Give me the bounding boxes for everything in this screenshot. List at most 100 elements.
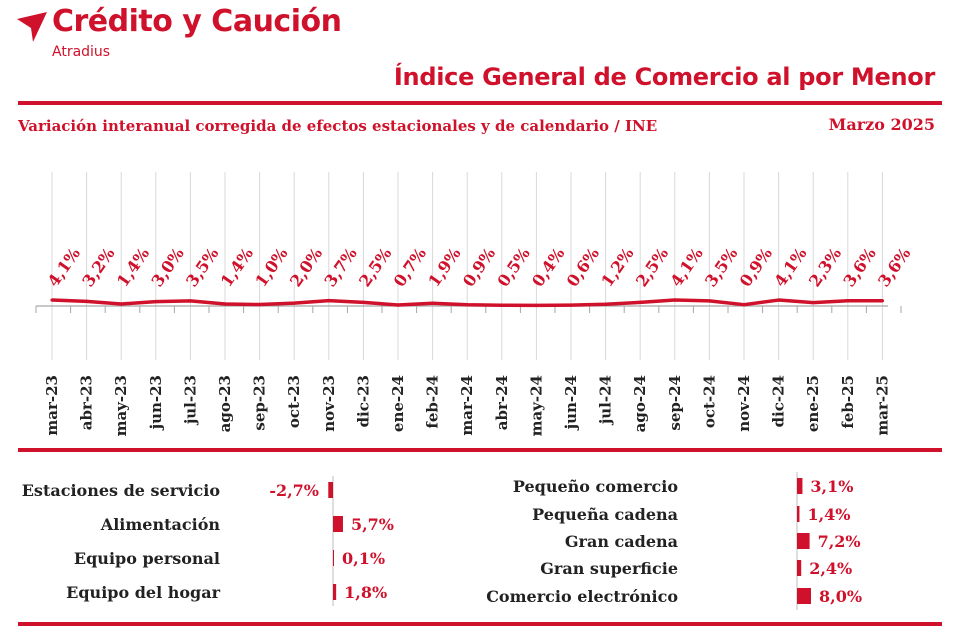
bar-category-label: Gran superficie xyxy=(540,559,678,578)
x-tick-label: sep-24 xyxy=(666,375,684,431)
data-point xyxy=(569,303,573,307)
x-tick-label: may-24 xyxy=(527,375,545,436)
bar xyxy=(797,588,811,604)
data-label: 3,0% xyxy=(148,244,188,290)
x-tick-label: feb-25 xyxy=(839,375,857,429)
bar-value-label: -2,7% xyxy=(269,481,319,500)
data-point xyxy=(777,298,781,302)
bar-category-label: Equipo personal xyxy=(74,549,220,568)
data-label: 1,2% xyxy=(597,244,637,290)
bar xyxy=(333,550,334,566)
bar-value-label: 5,7% xyxy=(351,515,394,534)
data-point xyxy=(154,300,158,304)
x-tick-label: ene-24 xyxy=(389,375,407,432)
data-point xyxy=(604,302,608,306)
x-tick-label: ago-23 xyxy=(216,375,234,432)
x-tick-label: jun-24 xyxy=(562,375,580,431)
data-label: 1,9% xyxy=(424,244,464,290)
x-tick-label: jul-23 xyxy=(181,375,199,426)
data-label: 2,0% xyxy=(286,244,326,290)
data-point xyxy=(638,300,642,304)
x-tick-label: dic-24 xyxy=(770,375,788,427)
x-tick-label: abr-24 xyxy=(493,375,511,430)
x-tick-label: abr-23 xyxy=(78,375,96,430)
data-label: 1,4% xyxy=(217,244,257,290)
data-label: 0,4% xyxy=(528,244,568,290)
x-tick-label: mar-24 xyxy=(458,375,476,436)
x-tick-label: ago-24 xyxy=(631,375,649,432)
data-point xyxy=(50,298,54,302)
middle-divider xyxy=(18,448,942,452)
bar-category-label: Estaciones de servicio xyxy=(22,481,221,500)
bar-category-label: Alimentación xyxy=(100,515,221,534)
bar-category-label: Gran cadena xyxy=(565,532,678,551)
x-tick-label: sep-23 xyxy=(251,375,269,431)
data-label: 2,5% xyxy=(355,244,395,290)
data-point xyxy=(396,303,400,307)
data-label: 0,7% xyxy=(390,244,430,290)
data-point xyxy=(361,300,365,304)
data-label: 3,6% xyxy=(840,244,880,290)
data-label: 4,1% xyxy=(667,244,707,290)
data-point xyxy=(811,301,815,305)
x-tick-label: feb-24 xyxy=(424,375,442,429)
bottom-divider xyxy=(18,622,942,626)
data-point xyxy=(85,299,89,303)
data-point xyxy=(500,303,504,307)
bar xyxy=(333,584,337,600)
x-tick-label: nov-24 xyxy=(735,375,753,432)
data-label: 3,7% xyxy=(321,244,361,290)
bar-value-label: 8,0% xyxy=(819,587,862,606)
data-label: 2,3% xyxy=(805,244,845,290)
bar-value-label: 3,1% xyxy=(810,477,853,496)
x-tick-label: oct-24 xyxy=(700,375,718,428)
brand-sub: Atradius xyxy=(52,44,111,60)
data-point xyxy=(119,302,123,306)
x-tick-label: jun-23 xyxy=(147,375,165,431)
x-tick-label: nov-23 xyxy=(320,375,338,432)
data-label: 0,9% xyxy=(459,244,499,290)
bar xyxy=(797,478,803,494)
data-label: 0,6% xyxy=(563,244,603,290)
data-point xyxy=(742,303,746,307)
x-tick-label: may-23 xyxy=(112,375,130,436)
data-label: 4,1% xyxy=(770,244,810,290)
bar-category-label: Pequeño comercio xyxy=(513,477,678,496)
x-tick-label: dic-23 xyxy=(354,375,372,427)
data-label: 4,1% xyxy=(44,244,84,290)
data-label: 3,5% xyxy=(182,244,222,290)
bar xyxy=(328,482,333,498)
data-label: 3,2% xyxy=(78,244,118,290)
data-point xyxy=(431,301,435,305)
retail-index-chart: 4,1%3,2%1,4%3,0%3,5%1,4%1,0%2,0%3,7%2,5%… xyxy=(18,172,942,626)
data-point xyxy=(673,298,677,302)
bar-category-label: Pequeña cadena xyxy=(532,505,678,524)
data-point xyxy=(707,299,712,303)
x-tick-label: mar-25 xyxy=(873,375,891,436)
data-label: 0,9% xyxy=(736,244,776,290)
data-label: 2,5% xyxy=(632,244,672,290)
data-label: 1,0% xyxy=(251,244,291,290)
data-point xyxy=(846,299,850,303)
data-point xyxy=(258,302,262,307)
bar-category-label: Comercio electrónico xyxy=(486,587,678,606)
data-point xyxy=(188,299,192,303)
bar xyxy=(797,560,802,576)
x-tick-label: mar-23 xyxy=(43,375,61,436)
chart-subtitle: Variación interanual corregida de efecto… xyxy=(18,117,658,135)
brand-name: Crédito y Caución xyxy=(52,4,342,39)
data-point xyxy=(327,299,331,303)
data-point xyxy=(534,303,539,308)
data-point xyxy=(880,299,885,303)
x-tick-label: jul-24 xyxy=(597,375,615,426)
data-label: 0,5% xyxy=(494,244,534,290)
data-point xyxy=(465,303,469,307)
bar-value-label: 1,8% xyxy=(344,583,387,602)
brand-logo-icon xyxy=(17,12,47,42)
bar-value-label: 7,2% xyxy=(818,532,861,551)
page-title: Índice General de Comercio al por Menor xyxy=(393,63,935,91)
x-tick-label: ene-25 xyxy=(804,375,822,432)
x-tick-label: oct-23 xyxy=(285,375,303,428)
data-label: 3,5% xyxy=(701,244,741,290)
bar-value-label: 2,4% xyxy=(809,559,852,578)
